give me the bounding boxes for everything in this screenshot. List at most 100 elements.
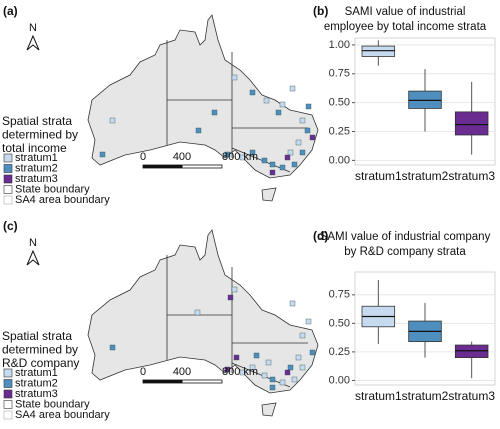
panel-label: (b) (313, 4, 328, 18)
legend-label: stratum2 (15, 377, 58, 389)
legend-title: Spatial strata (2, 114, 72, 128)
x-tick-label: stratum2 (402, 389, 449, 403)
map-square (269, 169, 276, 176)
box (454, 111, 489, 136)
map-square (249, 89, 256, 96)
x-tick-label: stratum3 (448, 389, 495, 403)
map-square (239, 154, 246, 161)
x-tick-label: stratum3 (448, 169, 495, 183)
legend-label: stratum3 (15, 388, 58, 400)
scale-label: 400 (173, 151, 191, 163)
map-square (233, 354, 240, 361)
y-tick-label: 0.75 (329, 289, 350, 301)
map-square (279, 101, 286, 108)
map-square (279, 164, 286, 171)
map-square (227, 294, 234, 301)
legend-label: State boundary (15, 398, 90, 410)
legend-label: SA4 area boundary (15, 194, 110, 206)
map-square (299, 332, 306, 339)
map-square (295, 139, 302, 146)
map-square (249, 149, 256, 156)
panel-label: (d) (313, 229, 328, 243)
legend-swatch (3, 368, 13, 378)
map-square (249, 364, 256, 371)
legend-title: determined by (2, 343, 78, 357)
legend-swatch (3, 379, 13, 388)
map-square (304, 127, 311, 134)
map-square (263, 97, 270, 104)
map-square (305, 103, 312, 110)
x-tick-label: stratum2 (402, 169, 449, 183)
map-square (253, 352, 260, 359)
y-tick-label: 0.25 (329, 125, 350, 137)
scale-label: 0 (140, 151, 146, 163)
tasmania (261, 187, 277, 202)
map-square (287, 364, 294, 371)
map-square (224, 366, 231, 373)
y-tick-label: 0.00 (329, 154, 350, 166)
y-tick-label: 0.75 (329, 68, 350, 80)
legend-title: total income (2, 141, 67, 155)
tasmania (261, 402, 277, 417)
north-arrow (26, 34, 40, 51)
y-tick-label: 0.50 (329, 97, 350, 109)
map-square (99, 151, 106, 158)
scale-label: 0 (140, 366, 146, 378)
legend-label: stratum1 (15, 367, 58, 379)
y-tick-label: 1.00 (329, 39, 350, 51)
legend-swatch (3, 195, 13, 205)
map-square (269, 376, 276, 383)
chart-title: SAMI value of industrial (345, 6, 466, 18)
legend-title: Spatial strata (2, 329, 72, 343)
legend-swatch (3, 389, 13, 399)
north-label: N (29, 22, 37, 34)
map-square (299, 117, 306, 124)
map-square (109, 117, 116, 124)
state-boundary (166, 40, 308, 173)
map-square (289, 85, 296, 92)
map-square (284, 154, 291, 161)
map-square (299, 149, 306, 156)
scale-bar-fill (143, 380, 183, 383)
map-square (231, 286, 238, 293)
legend-label: SA4 area boundary (15, 409, 110, 421)
north-label: N (29, 237, 37, 249)
legend-label: stratum3 (15, 173, 58, 185)
country-outline (87, 229, 319, 394)
y-tick-label: 0.00 (329, 374, 350, 386)
map-square (279, 379, 286, 386)
scale-label: 800 km (222, 151, 258, 163)
map-square (299, 364, 306, 371)
map-square (269, 384, 276, 391)
map-square (291, 161, 298, 168)
north-arrow (26, 249, 40, 266)
country-outline (87, 14, 319, 179)
panel-label: (a) (3, 4, 18, 18)
y-tick-label: 0.25 (329, 346, 350, 358)
map-square (309, 134, 316, 141)
chart-title: SAMI value of industrial company (320, 231, 491, 243)
map-square (239, 369, 246, 376)
panel-label: (c) (3, 219, 18, 233)
map-square (109, 344, 116, 351)
legend-label: stratum2 (15, 162, 58, 174)
legend-swatch (3, 410, 13, 420)
legend-swatch (3, 164, 13, 173)
map-square (269, 161, 276, 168)
map-square (194, 309, 201, 316)
map-square (261, 157, 268, 164)
legend-title: R&D company (2, 356, 79, 370)
legend-swatch (3, 153, 13, 163)
map-square (224, 151, 231, 158)
map-square (284, 369, 291, 376)
map-square (211, 109, 218, 116)
map-square (287, 149, 294, 156)
y-tick-label: 0.50 (329, 317, 350, 329)
map-square (291, 376, 298, 383)
legend-title: determined by (2, 128, 78, 142)
map-square (309, 349, 316, 356)
x-tick-label: stratum1 (355, 169, 402, 183)
